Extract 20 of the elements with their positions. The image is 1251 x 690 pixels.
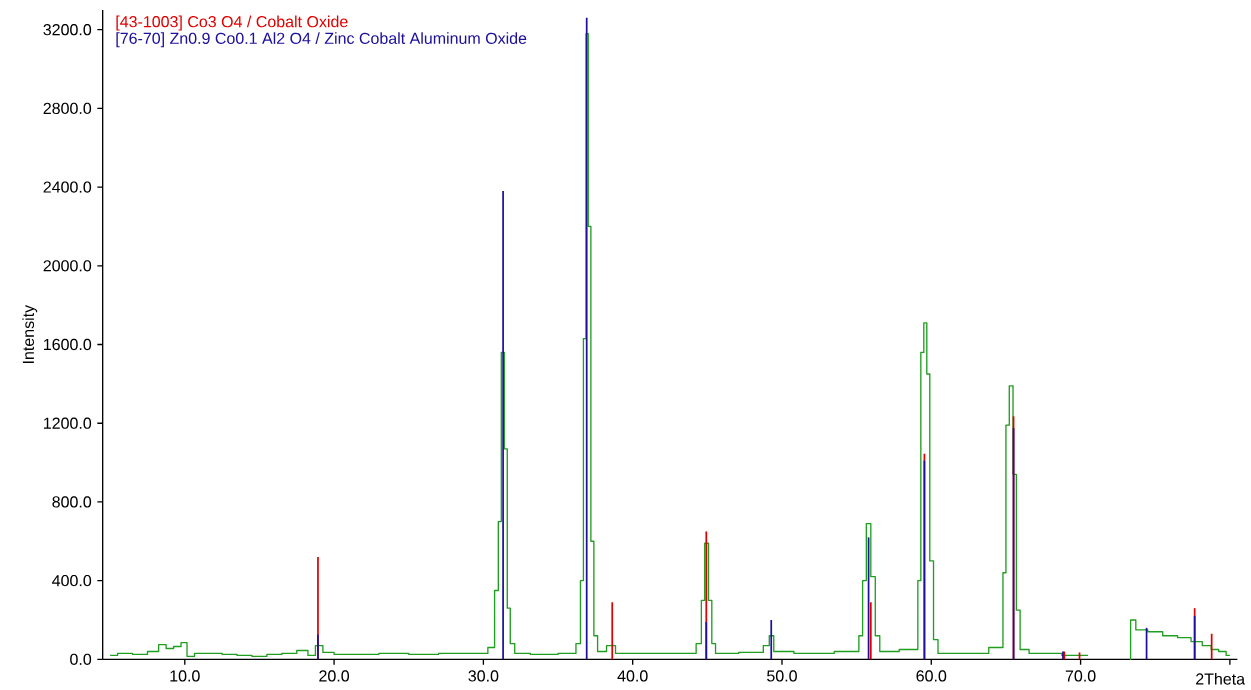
y-tick-label: 2400.0	[43, 181, 92, 193]
y-tick-label: 400.0	[52, 574, 92, 587]
y-tick-label: 1600.0	[44, 338, 92, 351]
x-axis-title: 2Theta	[1196, 672, 1246, 685]
x-tick-label: 30.0	[468, 670, 499, 682]
x-tick-label: 60.0	[916, 670, 947, 682]
y-tick-label: 3200.0	[43, 24, 92, 36]
y-tick-label: 2800.0	[43, 102, 92, 115]
x-tick-label: 10.0	[170, 670, 200, 682]
y-tick-label: 2000.0	[43, 260, 92, 272]
x-tick-label: 50.0	[767, 670, 797, 682]
y-tick-label: 1200.0	[44, 417, 92, 429]
x-tick-label: 40.0	[617, 670, 648, 682]
y-axis-title: Intensity	[22, 304, 38, 363]
text: [43-1003] Co3 O4 / Cobalt Oxide	[116, 15, 348, 31]
text: [76-70] Zn0.9 Co0.1 Al2 O4 / Zinc Cobalt Aluminum Oxide	[116, 32, 527, 48]
y-tick-label: 800.0	[52, 496, 92, 508]
x-tick-label: 20.0	[319, 670, 350, 682]
y-tick-label: 0.0	[70, 653, 92, 665]
x-tick-label: 70.0	[1065, 670, 1096, 682]
